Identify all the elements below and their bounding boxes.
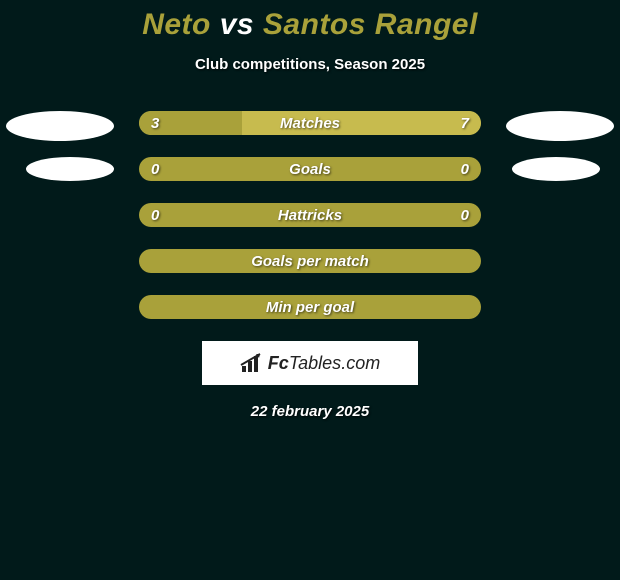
subtitle: Club competitions, Season 2025	[0, 56, 620, 73]
stats-area: 3Matches70Goals00Hattricks0Goals per mat…	[0, 111, 620, 420]
stat-right-value: 0	[461, 207, 469, 224]
stat-row: 0Goals0	[0, 157, 620, 181]
stat-row: Goals per match	[0, 249, 620, 273]
title-player1: Neto	[142, 8, 211, 41]
stat-row: Min per goal	[0, 295, 620, 319]
stat-label: Hattricks	[139, 207, 481, 224]
title-player2: Santos Rangel	[263, 8, 478, 41]
stat-right-value: 0	[461, 161, 469, 178]
snapshot-date: 22 february 2025	[0, 403, 620, 420]
stat-label: Goals per match	[139, 253, 481, 270]
stat-row: 3Matches7	[0, 111, 620, 135]
stat-row: 0Hattricks0	[0, 203, 620, 227]
brand-suffix: .com	[341, 353, 380, 373]
stat-bar: 0Hattricks0	[139, 203, 481, 227]
stat-label: Matches	[139, 115, 481, 132]
title-vs: vs	[220, 8, 254, 41]
stat-label: Goals	[139, 161, 481, 178]
page-title: Neto vs Santos Rangel	[0, 8, 620, 42]
bars-icon	[240, 352, 264, 374]
comparison-infographic: Neto vs Santos Rangel Club competitions,…	[0, 0, 620, 420]
brand-text: FcTables.com	[268, 353, 380, 374]
brand-light: Tables	[289, 353, 341, 373]
brand-bold: Fc	[268, 353, 289, 373]
stat-bar: 3Matches7	[139, 111, 481, 135]
stat-label: Min per goal	[139, 299, 481, 316]
stat-right-value: 7	[461, 115, 469, 132]
stat-bar: Goals per match	[139, 249, 481, 273]
brand-logo-box: FcTables.com	[202, 341, 418, 385]
stat-bar: Min per goal	[139, 295, 481, 319]
stat-bar: 0Goals0	[139, 157, 481, 181]
